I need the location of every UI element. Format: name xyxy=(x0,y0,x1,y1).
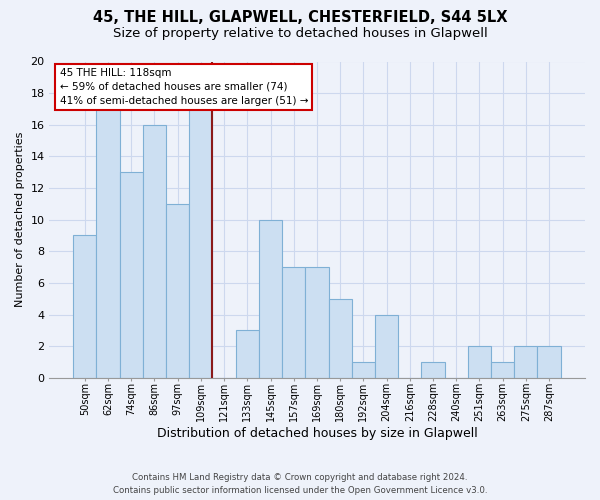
Bar xyxy=(329,298,352,378)
Bar xyxy=(514,346,538,378)
Bar xyxy=(375,314,398,378)
Bar xyxy=(468,346,491,378)
Bar xyxy=(143,125,166,378)
Bar xyxy=(352,362,375,378)
Text: 45, THE HILL, GLAPWELL, CHESTERFIELD, S44 5LX: 45, THE HILL, GLAPWELL, CHESTERFIELD, S4… xyxy=(93,10,507,25)
Text: 45 THE HILL: 118sqm
← 59% of detached houses are smaller (74)
41% of semi-detach: 45 THE HILL: 118sqm ← 59% of detached ho… xyxy=(59,68,308,106)
Bar xyxy=(421,362,445,378)
Bar xyxy=(73,236,97,378)
Bar xyxy=(119,172,143,378)
Bar xyxy=(282,267,305,378)
Bar xyxy=(97,109,119,378)
Bar xyxy=(189,109,212,378)
Bar xyxy=(491,362,514,378)
Bar xyxy=(538,346,560,378)
Text: Size of property relative to detached houses in Glapwell: Size of property relative to detached ho… xyxy=(113,28,487,40)
Bar xyxy=(259,220,282,378)
X-axis label: Distribution of detached houses by size in Glapwell: Distribution of detached houses by size … xyxy=(157,427,477,440)
Bar xyxy=(166,204,189,378)
Text: Contains HM Land Registry data © Crown copyright and database right 2024.
Contai: Contains HM Land Registry data © Crown c… xyxy=(113,474,487,495)
Y-axis label: Number of detached properties: Number of detached properties xyxy=(15,132,25,308)
Bar xyxy=(236,330,259,378)
Bar xyxy=(305,267,329,378)
